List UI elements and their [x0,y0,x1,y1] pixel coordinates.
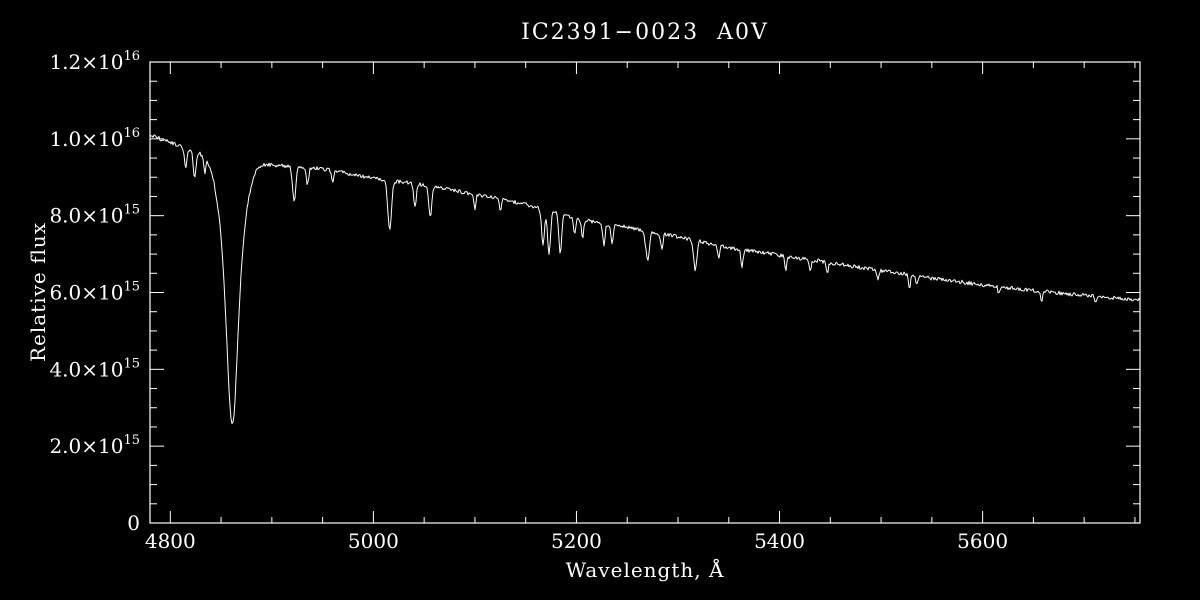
chart-title: IC2391−0023 A0V [521,20,769,45]
y-tick-label: 1.2×1016 [49,49,140,74]
x-tick-label: 5400 [754,529,805,553]
y-tick-label: 0 [127,511,140,535]
spectrum-line [149,134,1141,425]
y-tick-label: 8.0×1015 [49,203,140,228]
y-tick-label: 4.0×1015 [49,356,140,381]
y-tick-label: 2.0×1015 [49,433,140,458]
plot-box [149,61,1141,524]
x-tick-label: 5600 [957,529,1008,553]
y-tick-label: 6.0×1015 [49,280,140,305]
x-tick-label: 5200 [551,529,602,553]
y-axis-title: Relative flux [26,221,50,363]
x-axis-title: Wavelength, Å [565,558,725,582]
x-tick-label: 5000 [348,529,399,553]
x-tick-label: 4800 [145,529,196,553]
y-tick-label: 1.0×1016 [49,126,140,151]
